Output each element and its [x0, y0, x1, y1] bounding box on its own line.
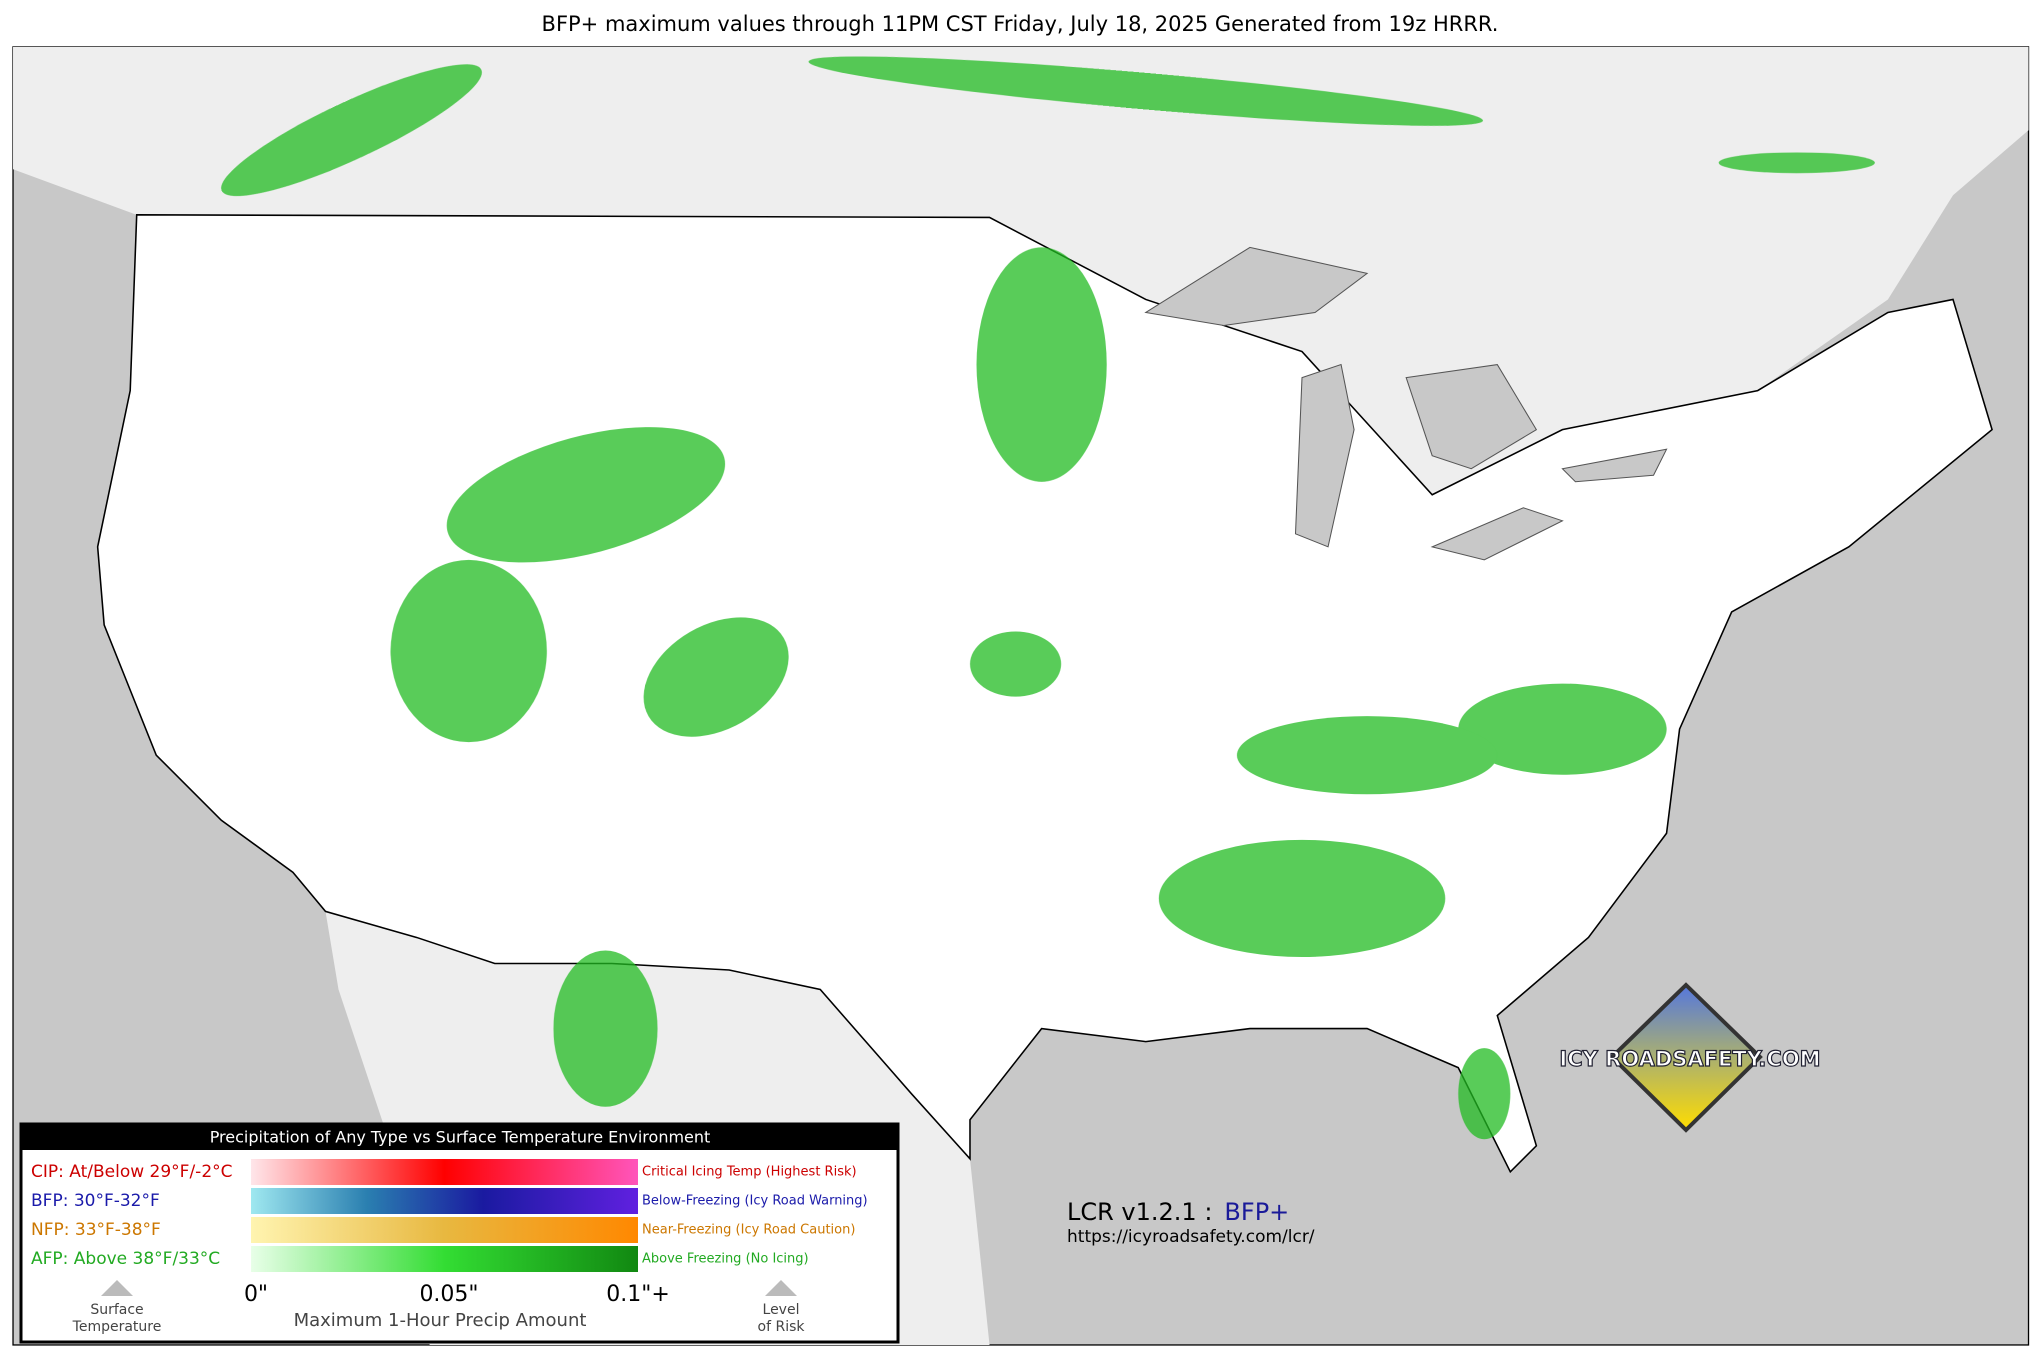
legend-description: Below-Freezing (Icy Road Warning) [642, 1194, 868, 1209]
map-title: BFP+ maximum values through 11PM CST Fri… [542, 12, 1499, 36]
side-label: of Risk [758, 1319, 806, 1335]
version-text: LCR v1.2.1 : [1067, 1198, 1212, 1226]
legend-gradient [251, 1246, 638, 1272]
axis-label: Maximum 1-Hour Precip Amount [294, 1310, 587, 1331]
legend-label: CIP: At/Below 29°F/-2°C [31, 1162, 233, 1182]
legend-label: NFP: 33°F-38°F [31, 1220, 161, 1240]
legend-gradient [251, 1217, 638, 1243]
canada [13, 46, 2029, 495]
arrow-icon [101, 1280, 133, 1296]
logo-text: ICY ROADSAFETY.COM [1559, 1047, 1820, 1071]
legend-label: AFP: Above 38°F/33°C [31, 1249, 220, 1269]
legend-header [21, 1124, 898, 1150]
legend-gradient [251, 1159, 638, 1185]
scale-label: 0.1"+ [606, 1282, 670, 1307]
side-label: Surface [90, 1302, 143, 1318]
legend-gradient [251, 1188, 638, 1214]
legend-title: Precipitation of Any Type vs Surface Tem… [210, 1128, 711, 1147]
scale-label: 0" [244, 1282, 268, 1307]
version-label: LCR v1.2.1 : BFP+ [1067, 1198, 1289, 1226]
legend-description: Critical Icing Temp (Highest Risk) [642, 1165, 857, 1180]
logo: ICY ROADSAFETY.COM [1559, 982, 1821, 1133]
side-label: Temperature [72, 1319, 162, 1335]
version-url: https://icyroadsafety.com/lcr/ [1067, 1227, 1315, 1247]
legend-description: Above Freezing (No Icing) [642, 1252, 809, 1267]
side-label: Level [763, 1302, 800, 1318]
scale-label: 0.05" [419, 1282, 478, 1307]
legend-foot: 0" 0.05" 0.1"+ Maximum 1-Hour Precip Amount… [72, 1280, 806, 1335]
legend-rows: CIP: At/Below 29°F/-2°C Critical Icing Te… [31, 1159, 868, 1272]
legend-label: BFP: 30°F-32°F [31, 1191, 160, 1211]
product-text: BFP+ [1224, 1198, 1289, 1226]
precip [221, 56, 1875, 1140]
legend-description: Near-Freezing (Icy Road Caution) [642, 1223, 855, 1238]
great-lakes [1144, 246, 1668, 561]
arrow-icon [765, 1280, 797, 1296]
